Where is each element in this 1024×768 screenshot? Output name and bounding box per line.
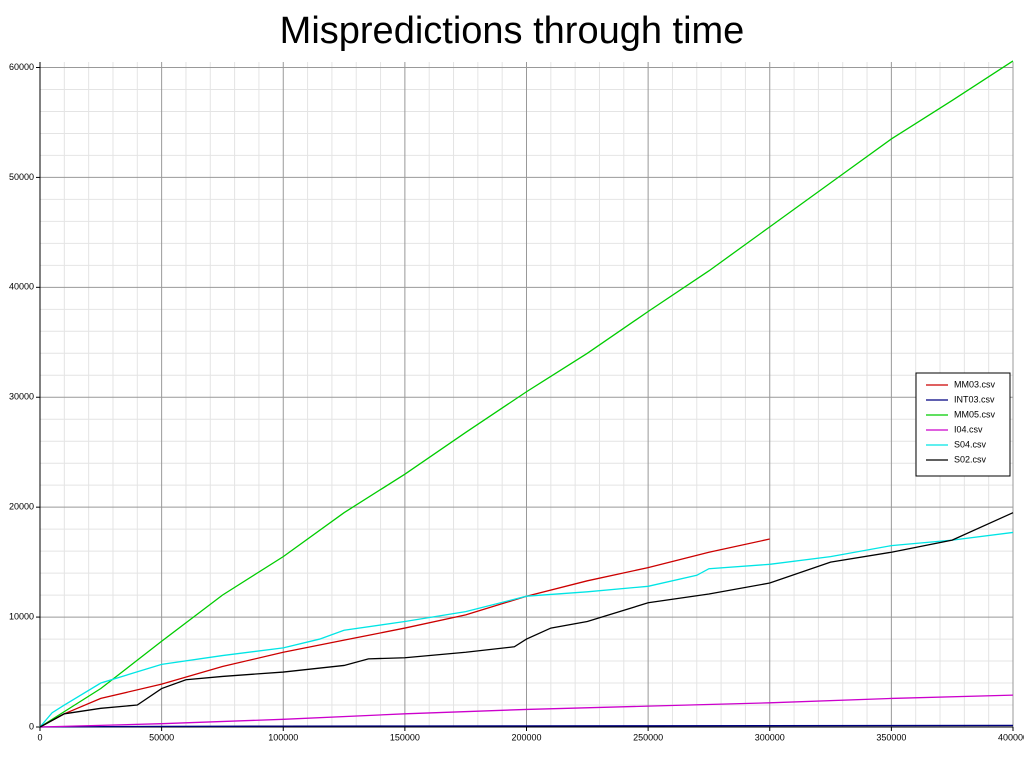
series-line <box>39 724 1014 728</box>
y-tick-label: 20000 <box>9 502 34 512</box>
x-tick-label: 100000 <box>268 732 298 742</box>
x-tick-label: 0 <box>37 732 42 742</box>
legend-label: S02.csv <box>954 454 987 464</box>
x-tick-label: 150000 <box>390 732 420 742</box>
y-tick-label: 0 <box>29 721 34 731</box>
y-tick-label: 30000 <box>9 392 34 402</box>
series-line <box>39 60 1014 728</box>
x-tick-label: 50000 <box>149 732 174 742</box>
y-tick-label: 40000 <box>9 282 34 292</box>
x-tick-label: 250000 <box>633 732 663 742</box>
series-line <box>39 531 1014 728</box>
series-line <box>39 538 770 728</box>
series-line <box>39 694 1014 728</box>
legend-label: I04.csv <box>954 424 983 434</box>
legend-box <box>915 372 1011 477</box>
legend-label: MM05.csv <box>954 409 996 419</box>
x-tick-label: 300000 <box>755 732 785 742</box>
y-tick-label: 60000 <box>9 62 34 72</box>
legend-label: INT03.csv <box>954 394 995 404</box>
series-line <box>39 512 1014 728</box>
legend-label: MM03.csv <box>954 379 996 389</box>
x-tick-label: 350000 <box>876 732 906 742</box>
legend-label: S04.csv <box>954 439 987 449</box>
x-tick-label: 200000 <box>511 732 541 742</box>
y-tick-label: 50000 <box>9 172 34 182</box>
chart-title: Mispredictions through time <box>280 10 745 52</box>
y-tick-label: 10000 <box>9 611 34 621</box>
